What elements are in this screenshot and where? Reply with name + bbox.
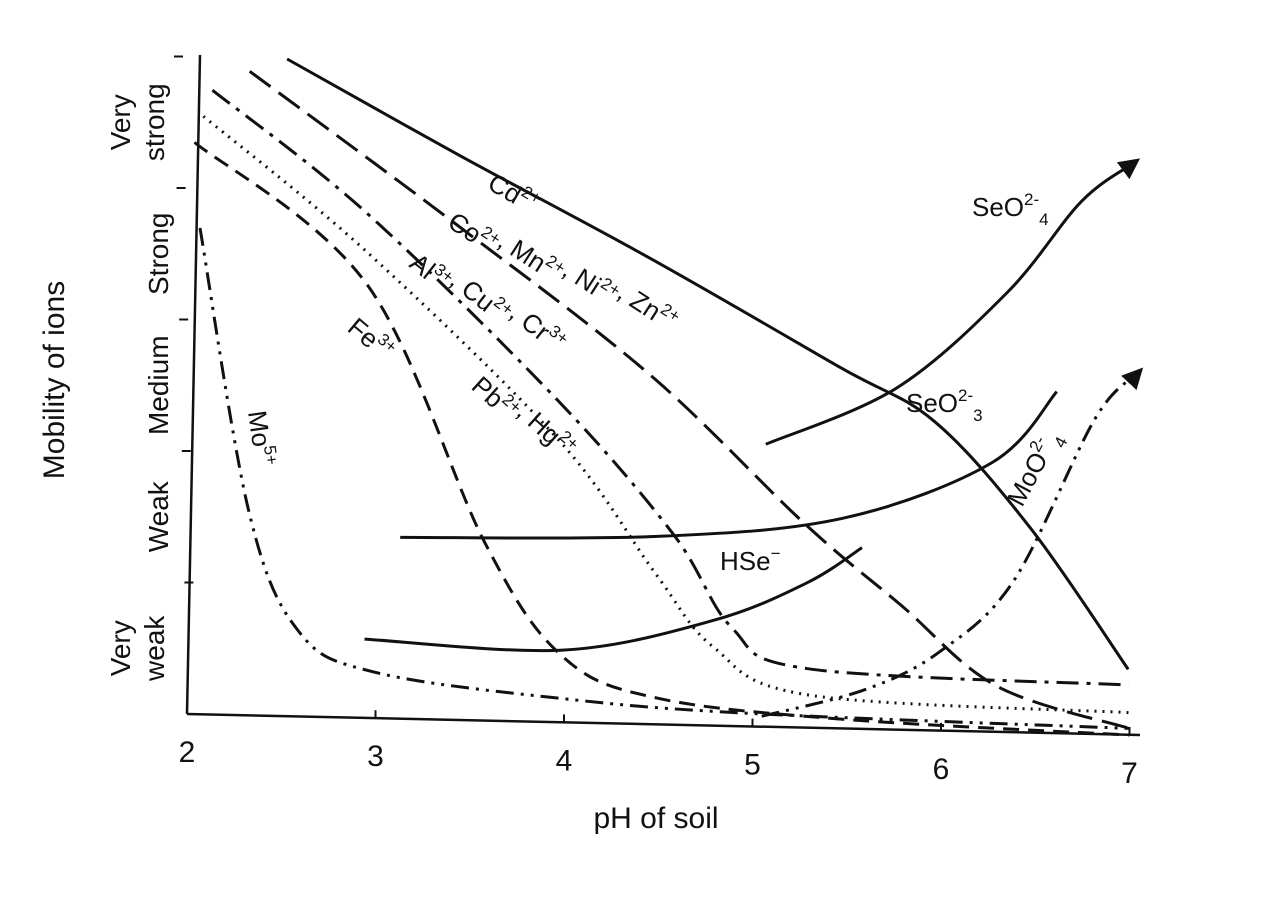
y-level-label: Weak: [143, 480, 174, 552]
curve-label-seo4: SeO2-4: [972, 190, 1049, 229]
x-tick-label: 5: [744, 749, 761, 782]
x-tick-label: 6: [933, 753, 950, 786]
x-tick-label: 7: [1121, 757, 1138, 790]
curve-label-hse: HSe−: [720, 544, 781, 576]
curve-label-pb: Pb2+, Hg2+: [466, 361, 583, 472]
y-level-label: Strong: [143, 213, 174, 296]
curve-labels: Cd2+Co2+, Mn2+, Ni2+, Zn2+Al3+, Cu2+, Cr…: [242, 167, 1071, 576]
curve-seo4: [765, 158, 1141, 446]
x-axis-line: [186, 712, 1141, 737]
curve-label-fe: Fe3+: [342, 310, 401, 367]
y-axis-line: [185, 54, 202, 715]
curve-mo5: [198, 227, 1130, 730]
curve-label-mo5: Mo5+: [242, 408, 281, 467]
curve-label-seo3: SeO2-3: [906, 386, 983, 425]
curve-cd: [286, 57, 1130, 671]
y-axis-title: Mobility of ions: [38, 281, 71, 479]
axes: [185, 54, 1141, 737]
curve-pb: [202, 115, 1130, 715]
x-ticks: 2 3 4 5 6 7: [179, 706, 1138, 790]
x-axis-title: pH of soil: [593, 802, 718, 835]
curve-moo4: [761, 367, 1144, 718]
curves: [193, 57, 1144, 737]
curve-label-moo4: MoO2-4: [999, 424, 1071, 514]
x-tick-label: 4: [556, 744, 573, 777]
curve-co: [248, 70, 1130, 730]
x-tick-label: 2: [179, 736, 196, 769]
y-level-label: Very strong: [105, 83, 170, 161]
x-tick-label: 3: [367, 740, 384, 773]
curve-seo3: [400, 390, 1058, 540]
y-level-label: Medium: [143, 335, 174, 435]
curve-hse: [364, 546, 863, 653]
y-levels: Very weak Weak Medium Strong Very strong: [105, 55, 194, 682]
curve-al: [211, 89, 1129, 687]
y-level-label: Very weak: [105, 615, 170, 682]
curve-fe: [193, 141, 1130, 737]
